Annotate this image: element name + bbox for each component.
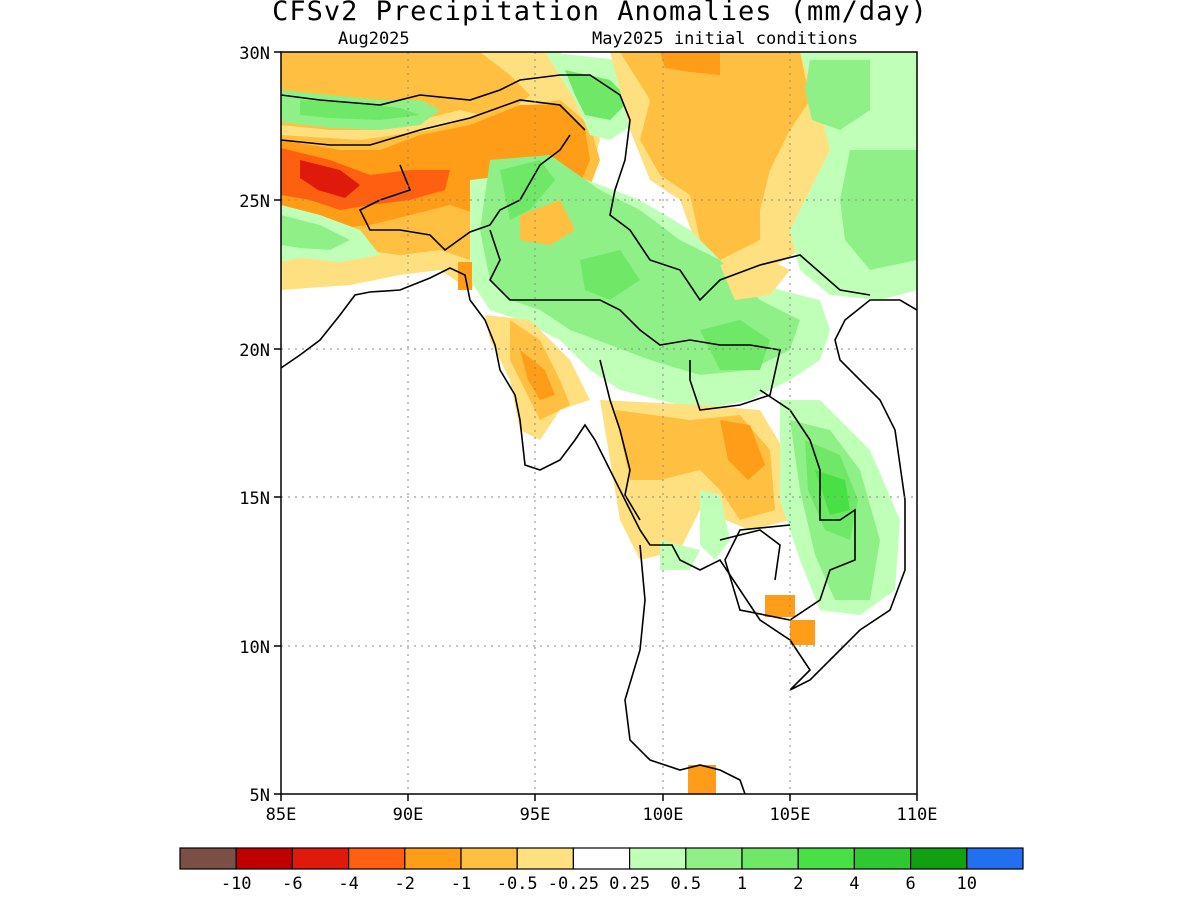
anomaly-region: [660, 52, 720, 75]
anomaly-region: [500, 160, 555, 220]
colorbar-label: 10: [957, 874, 977, 894]
anomaly-region: [815, 470, 850, 515]
lon-label: 105E: [770, 805, 811, 825]
colorbar-swatch: [179, 847, 237, 870]
axis-ticks: [274, 51, 918, 801]
anomaly-region: [520, 350, 555, 400]
anomaly-region: [720, 420, 765, 480]
lat-label: 5N: [250, 786, 270, 806]
anomaly-region: [720, 255, 790, 300]
colorbar-label: 0.25: [609, 874, 650, 894]
colorbar-swatch: [291, 847, 350, 870]
lat-label: 25N: [239, 192, 270, 212]
initial-conditions: May2025 initial conditions: [592, 29, 859, 49]
anomaly-region: [300, 100, 420, 120]
lon-label: 110E: [897, 805, 938, 825]
anomaly-region: [660, 540, 700, 570]
precip-anomaly-field: [281, 52, 917, 794]
anomaly-region: [840, 150, 917, 270]
gridlines: [281, 52, 917, 794]
colorbar-label: 6: [905, 874, 915, 894]
lon-label: 90E: [393, 805, 424, 825]
lon-labels: 85E 90E 95E 100E 105E 110E: [266, 805, 938, 825]
lat-label: 15N: [239, 489, 270, 509]
anomaly-region: [281, 215, 350, 250]
anomaly-region: [580, 250, 640, 300]
lon-label: 85E: [266, 805, 297, 825]
lat-label: 30N: [239, 44, 270, 64]
coastline-borders: [281, 74, 917, 794]
anomaly-region: [281, 148, 450, 210]
lat-label: 20N: [239, 341, 270, 361]
colorbar-label: -10: [221, 874, 252, 894]
lon-label: 95E: [520, 805, 551, 825]
anomaly-region: [300, 160, 360, 198]
colorbar-swatch: [909, 847, 968, 870]
colorbar-swatch: [741, 847, 799, 870]
colorbar-label: -1: [451, 874, 471, 894]
colorbar-label: -0.25: [548, 874, 599, 894]
anomaly-region: [565, 70, 630, 120]
colorbar-label: -6: [282, 874, 302, 894]
colorbar-label: -0.5: [497, 874, 538, 894]
anomaly-region: [790, 620, 815, 645]
anomaly-region: [620, 52, 810, 260]
colorbar-swatch: [685, 847, 743, 870]
colorbar-swatch: [404, 847, 462, 870]
colorbar-swatch: [460, 847, 518, 870]
anomaly-region: [700, 490, 730, 560]
colorbar-label: -4: [338, 874, 358, 894]
map-frame: [280, 51, 918, 795]
colorbar-swatch: [797, 847, 856, 870]
lon-label: 100E: [643, 805, 684, 825]
anomaly-region: [688, 765, 716, 794]
lat-label: 10N: [239, 638, 270, 658]
colorbar-swatch: [235, 847, 293, 870]
colorbar-label: 0.5: [670, 874, 701, 894]
colorbar-swatch: [348, 847, 406, 870]
chart-title: CFSv2 Precipitation Anomalies (mm/day): [272, 0, 928, 27]
colorbar-swatch: [572, 847, 631, 870]
forecast-month: Aug2025: [338, 29, 410, 49]
colorbar-labels: -10 -6 -4 -2 -1 -0.5 -0.25 0.25 0.5 1 2 4 6 10: [221, 874, 977, 894]
lat-labels: 30N 25N 20N 15N 10N 5N: [239, 44, 270, 806]
anomaly-region: [520, 200, 575, 245]
colorbar-label: 1: [737, 874, 747, 894]
anomaly-region: [765, 595, 795, 617]
colorbar-label: -2: [395, 874, 415, 894]
anomaly-region: [805, 60, 870, 130]
colorbar-label: 4: [849, 874, 859, 894]
colorbar-label: 2: [793, 874, 803, 894]
colorbar: [179, 847, 1024, 870]
colorbar-swatch: [853, 847, 912, 870]
colorbar-swatch: [628, 847, 687, 870]
colorbar-swatch: [966, 847, 1024, 870]
colorbar-swatch: [516, 847, 575, 870]
